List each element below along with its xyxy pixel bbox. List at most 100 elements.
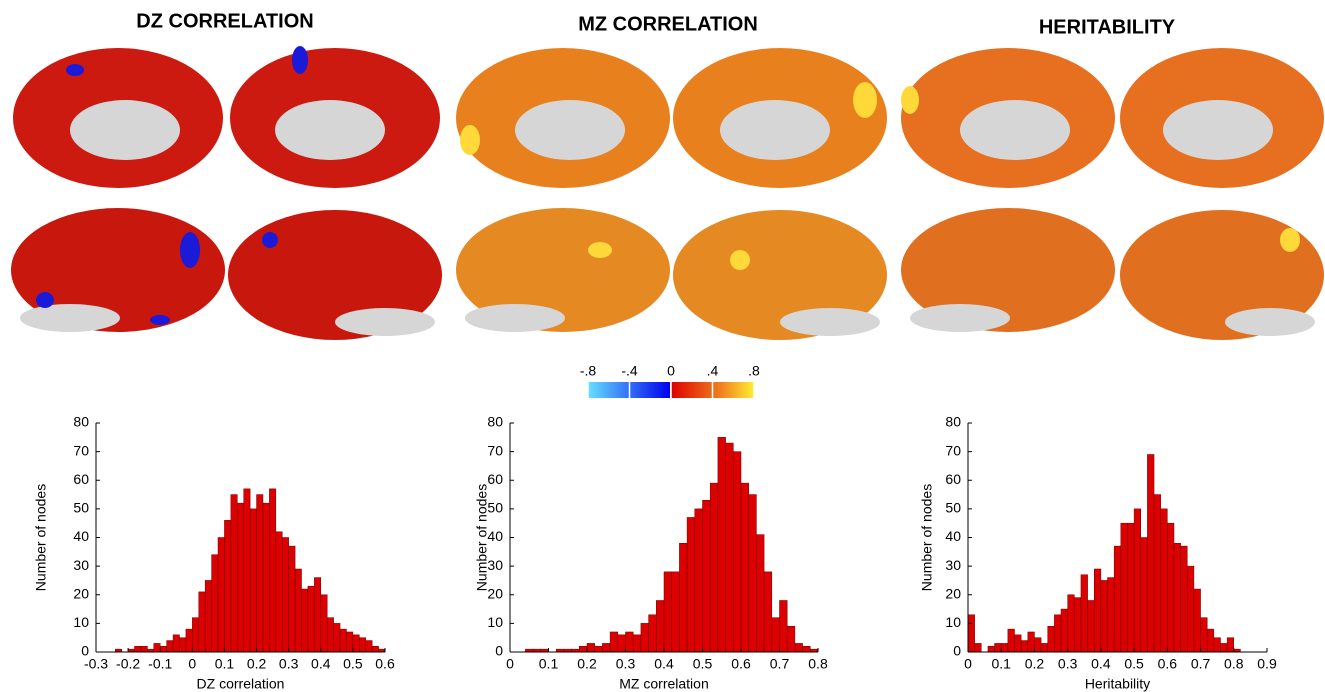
bar (179, 637, 187, 653)
bar (994, 643, 1002, 653)
bar (640, 623, 649, 653)
y-tick-label: 0 (81, 643, 89, 659)
bar (1140, 537, 1148, 653)
bar (204, 580, 212, 653)
bar (1160, 508, 1168, 653)
brain-medial-wall (20, 100, 1315, 336)
bar (1107, 577, 1115, 653)
x-tick-label: 0 (188, 656, 196, 672)
bar (686, 517, 696, 653)
bar (1213, 637, 1221, 653)
bar (294, 568, 302, 653)
x-tick-label: 0.5 (693, 656, 713, 672)
bar (648, 614, 657, 653)
bar (617, 634, 626, 653)
bar (733, 451, 742, 653)
brain-lateral (228, 210, 442, 340)
brain-lateral (456, 208, 670, 332)
bar (702, 500, 711, 653)
bar (1193, 588, 1201, 653)
x-tick-label: 0.4 (311, 656, 331, 672)
x-tick-label: 0 (964, 656, 972, 672)
y-tick-label: 60 (487, 471, 503, 487)
x-tick-label: 0.5 (1124, 656, 1144, 672)
bar (185, 628, 193, 653)
bar (1200, 617, 1208, 653)
bar (172, 634, 180, 653)
x-tick-label: -0.2 (116, 656, 140, 672)
y-tick-label: 80 (487, 414, 503, 430)
y-tick-label: 40 (73, 528, 89, 544)
y-tick-label: 20 (945, 585, 961, 601)
bar (717, 437, 726, 653)
x-tick-label: 0.2 (577, 656, 597, 672)
x-tick-label: 0.2 (1025, 656, 1045, 672)
bar (307, 585, 315, 653)
x-tick-label: 0.6 (731, 656, 751, 672)
bar (1180, 545, 1188, 653)
y-axis-label: Number of nodes (474, 484, 490, 591)
y-tick-label: 0 (953, 643, 961, 659)
bar (1000, 643, 1009, 653)
bar (625, 631, 634, 653)
bar (786, 625, 796, 653)
bar (326, 617, 334, 653)
bar (1080, 574, 1088, 653)
bar (594, 646, 603, 653)
y-tick-label: 0 (495, 643, 503, 659)
y-tick-label: 70 (945, 442, 961, 458)
bar (748, 494, 757, 653)
x-tick-label: 0.2 (247, 656, 267, 672)
bar (1147, 454, 1155, 653)
y-tick-label: 70 (73, 442, 89, 458)
bar (134, 646, 142, 653)
bar (632, 634, 642, 653)
bar (740, 482, 749, 653)
bar (1173, 542, 1181, 653)
x-tick-label: 0.1 (539, 656, 559, 672)
x-tick-label: 0.6 (375, 656, 395, 672)
bar (1040, 643, 1048, 653)
x-tick-label: 0.4 (1091, 656, 1111, 672)
high-patches (460, 82, 1300, 270)
bar (794, 643, 803, 653)
bar (1120, 522, 1128, 653)
x-tick-label: -0.3 (84, 656, 108, 672)
colorbar-tick-label: .8 (748, 363, 760, 379)
bar (275, 531, 283, 653)
y-tick-label: 40 (487, 528, 503, 544)
bar (1113, 545, 1122, 653)
bar (1060, 608, 1068, 653)
bar (1007, 628, 1015, 653)
bar (579, 646, 588, 653)
x-tick-label: -0.1 (148, 656, 172, 672)
bar (140, 646, 148, 653)
bar (320, 594, 328, 653)
bar (256, 494, 264, 653)
x-tick-label: 0.8 (1224, 656, 1244, 672)
bar (1187, 565, 1195, 653)
bar (694, 508, 703, 653)
bar (339, 628, 347, 653)
y-tick-label: 50 (73, 500, 89, 516)
y-tick-label: 30 (945, 557, 961, 573)
y-axis-label: Number of nodes (919, 484, 935, 591)
x-tick-label: 0.1 (215, 656, 235, 672)
y-tick-label: 20 (487, 585, 503, 601)
bar (159, 646, 167, 653)
bar (656, 600, 665, 653)
x-axis-label: Heritability (1085, 676, 1150, 692)
y-tick-label: 40 (945, 528, 961, 544)
bar (153, 643, 161, 653)
y-tick-label: 80 (73, 414, 89, 430)
chart-title: HERITABILITY (1039, 16, 1176, 38)
colorbar-tick-label: -.4 (621, 363, 638, 379)
bar (359, 637, 366, 653)
bar (346, 631, 354, 653)
bar (237, 502, 244, 653)
brain-lateral (1120, 210, 1324, 340)
bar (1127, 522, 1135, 653)
x-tick-label: 0.6 (1158, 656, 1178, 672)
bar (1226, 637, 1235, 653)
